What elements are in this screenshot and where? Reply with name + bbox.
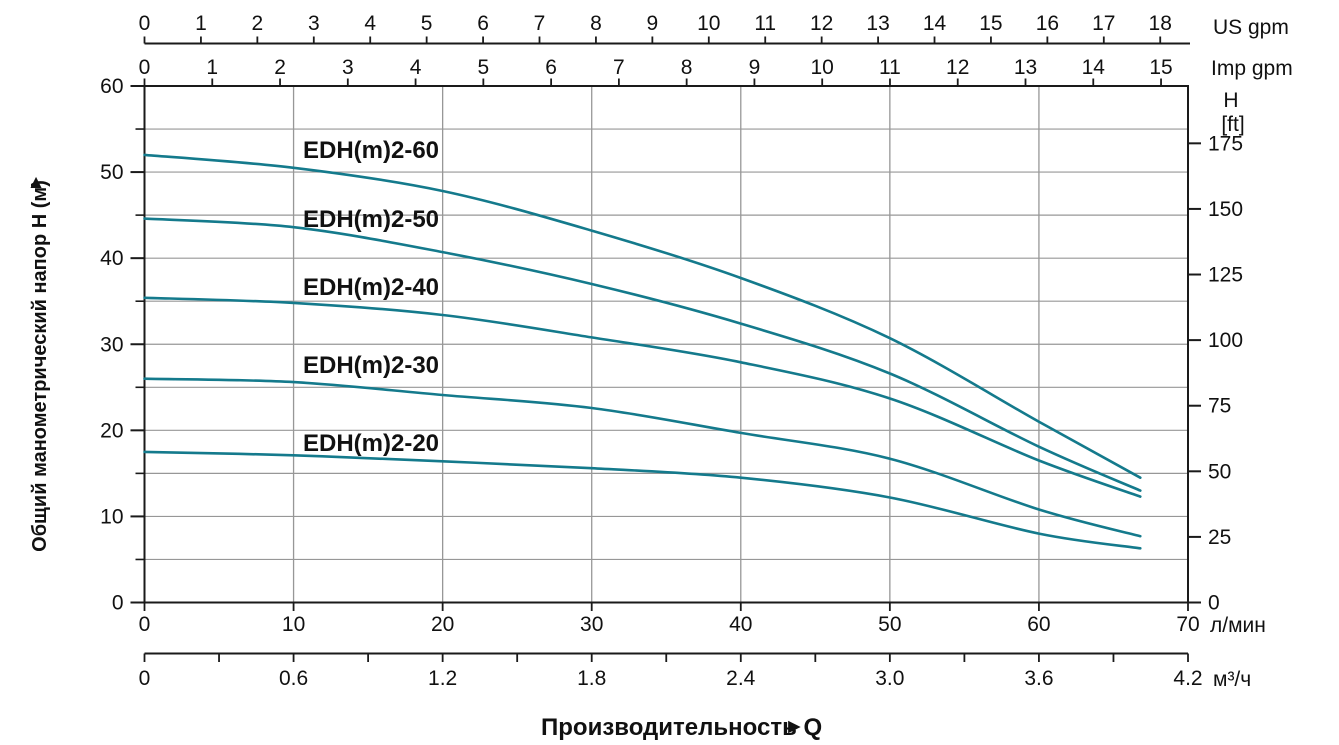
us-gpm-tick-label: 5 (421, 12, 433, 35)
us-gpm-tick-label: 17 (1092, 12, 1115, 35)
us-gpm-tick-label: 12 (810, 12, 833, 35)
us-gpm-tick-label: 14 (923, 12, 947, 35)
imp-gpm-tick-label: 12 (946, 56, 969, 79)
m3h-tick-label: 1.2 (428, 667, 457, 690)
imp-gpm-tick-label: 7 (613, 56, 625, 79)
us-gpm-tick-label: 16 (1036, 12, 1059, 35)
us-gpm-tick-label: 6 (477, 12, 489, 35)
right-axis-tick-label: 175 (1208, 132, 1243, 155)
right-axis-tick-label: 50 (1208, 460, 1231, 483)
imp-gpm-tick-label: 15 (1149, 56, 1172, 79)
m3h-unit-label: м³/ч (1213, 668, 1251, 691)
imp-gpm-tick-label: 13 (1014, 56, 1037, 79)
imp-gpm-tick-label: 8 (681, 56, 693, 79)
imp-gpm-tick-label: 10 (811, 56, 834, 79)
right-arrow-icon: ► (784, 715, 805, 738)
us-gpm-tick-label: 1 (195, 12, 207, 35)
left-axis-tick-label: 10 (100, 505, 123, 528)
up-arrow-icon: ▲ (27, 172, 46, 193)
imp-gpm-tick-label: 2 (274, 56, 286, 79)
curve-edh-m-2-50 (143, 217, 1142, 492)
imp-gpm-tick-label: 3 (342, 56, 354, 79)
lmin-tick-label: 70 (1176, 613, 1199, 636)
right-axis-tick-label: 75 (1208, 395, 1231, 418)
curve-label-edhm2-20: EDH(m)2-20 (303, 430, 439, 457)
imp-gpm-tick-label: 0 (139, 56, 151, 79)
m3h-tick-label: 0.6 (279, 667, 308, 690)
us-gpm-tick-label: 11 (754, 12, 776, 35)
m3h-tick-label: 1.8 (577, 667, 606, 690)
m3h-tick-label: 4.2 (1173, 667, 1202, 690)
us-gpm-tick-label: 13 (866, 12, 889, 35)
left-axis-title: Общий манометрический напор H (м) (29, 180, 51, 552)
m3h-tick-label: 3.6 (1024, 667, 1053, 690)
right-axis-tick-label: 100 (1208, 329, 1243, 352)
lmin-tick-label: 0 (139, 613, 151, 636)
imp-gpm-tick-label: 11 (879, 56, 901, 79)
us-gpm-tick-label: 8 (590, 12, 602, 35)
us-gpm-tick-label: 7 (534, 12, 546, 35)
us-gpm-tick-label: 3 (308, 12, 320, 35)
left-axis-tick-label: 20 (100, 419, 123, 442)
left-axis-tick-label: 30 (100, 333, 123, 356)
lmin-tick-label: 20 (431, 613, 454, 636)
lmin-tick-label: 10 (282, 613, 305, 636)
curve-edh-m-2-30 (143, 377, 1142, 538)
left-axis-tick-label: 40 (100, 247, 123, 270)
right-axis-tick-label: 0 (1208, 592, 1220, 615)
curve-edh-m-2-20 (143, 450, 1142, 550)
right-axis-tick-label: 125 (1208, 264, 1243, 287)
m3h-tick-label: 2.4 (726, 667, 756, 690)
us-gpm-tick-label: 10 (697, 12, 720, 35)
curve-label-edhm2-30: EDH(m)2-30 (303, 352, 439, 379)
lmin-unit-label: л/мин (1210, 614, 1266, 637)
lmin-tick-label: 60 (1027, 613, 1050, 636)
x-axis-title: Производительность Q (541, 714, 822, 741)
curve-label-edhm2-50: EDH(m)2-50 (303, 206, 439, 233)
lmin-tick-label: 30 (580, 613, 603, 636)
imp-gpm-tick-label: 1 (206, 56, 218, 79)
curve-label-edhm2-60: EDH(m)2-60 (303, 137, 439, 164)
left-axis-tick-label: 60 (100, 75, 123, 98)
lmin-tick-label: 50 (878, 613, 901, 636)
us-gpm-tick-label: 15 (979, 12, 1002, 35)
left-axis-tick-label: 0 (112, 592, 124, 615)
us-gpm-tick-label: 2 (252, 12, 264, 35)
right-axis-title-h: H (1223, 89, 1238, 112)
left-axis-tick-label: 50 (100, 161, 123, 184)
imp-gpm-tick-label: 14 (1082, 56, 1106, 79)
us-gpm-tick-label: 0 (139, 12, 151, 35)
us-gpm-tick-label: 18 (1149, 12, 1172, 35)
m3h-tick-label: 3.0 (875, 667, 904, 690)
right-axis-tick-label: 150 (1208, 198, 1243, 221)
right-axis-title-ft: [ft] (1221, 113, 1244, 136)
m3h-tick-label: 0 (139, 667, 151, 690)
imp-gpm-tick-label: 9 (749, 56, 761, 79)
imp-gpm-tick-label: 5 (478, 56, 490, 79)
curve-edh-m-2-60 (143, 153, 1142, 479)
us-gpm-unit-label: US gpm (1213, 16, 1289, 39)
curve-label-edhm2-40: EDH(m)2-40 (303, 274, 439, 301)
right-axis-tick-label: 25 (1208, 526, 1231, 549)
imp-gpm-unit-label: Imp gpm (1211, 57, 1293, 80)
imp-gpm-tick-label: 6 (545, 56, 557, 79)
lmin-tick-label: 40 (729, 613, 752, 636)
curve-edh-m-2-40 (143, 296, 1142, 498)
us-gpm-tick-label: 4 (364, 12, 376, 35)
imp-gpm-tick-label: 4 (410, 56, 422, 79)
us-gpm-tick-label: 9 (647, 12, 659, 35)
